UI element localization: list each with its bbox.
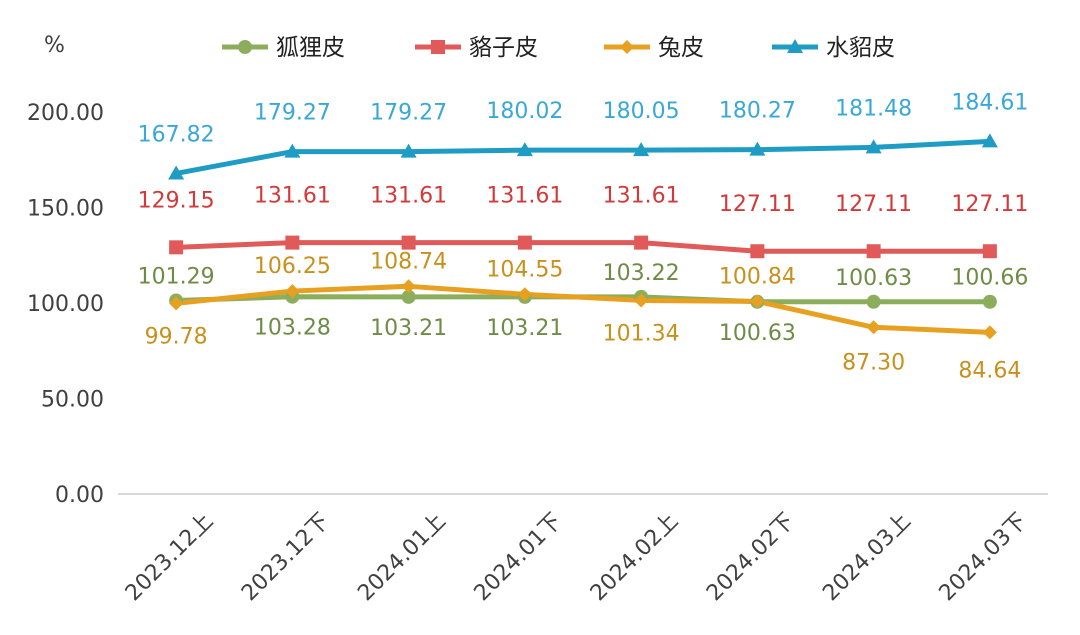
data-point: [516, 142, 533, 157]
x-tick-label: 2024.02上: [586, 509, 684, 607]
data-label: 103.22: [603, 261, 680, 286]
data-label: 108.74: [370, 249, 447, 274]
data-label: 101.29: [138, 265, 215, 290]
data-point: [401, 289, 416, 304]
data-label: 100.63: [835, 266, 912, 291]
data-point: [285, 284, 300, 299]
data-point: [866, 320, 881, 335]
legend-marker: [620, 40, 634, 54]
y-tick-label: 50.00: [41, 388, 104, 413]
series-line: [175, 138, 991, 176]
data-label: 129.15: [138, 188, 215, 213]
x-tick-label: 2024.01上: [353, 509, 451, 607]
y-tick-label: 100.00: [27, 292, 104, 317]
data-point: [634, 293, 649, 308]
data-label: 100.84: [719, 264, 796, 289]
series-line: [175, 283, 990, 335]
data-label: 103.21: [370, 316, 447, 341]
y-tick-label: 0.00: [55, 483, 104, 508]
data-point: [866, 244, 881, 259]
data-label: 131.61: [254, 184, 331, 209]
data-label: 104.55: [486, 257, 563, 282]
x-tick-label: 2024.02下: [702, 509, 800, 607]
x-tick-label: 2024.03下: [935, 509, 1033, 607]
y-tick-label: 150.00: [27, 197, 104, 222]
data-label: 180.27: [719, 99, 796, 124]
data-point: [982, 244, 997, 259]
data-label: 127.11: [951, 192, 1028, 217]
data-point: [634, 235, 649, 250]
data-label: 106.25: [254, 254, 331, 279]
data-point: [749, 141, 766, 156]
x-tick-label: 2023.12上: [121, 509, 219, 607]
data-label: 100.63: [719, 321, 796, 346]
data-point: [865, 139, 882, 154]
x-tick-label: 2023.12下: [237, 509, 335, 607]
data-point: [633, 142, 650, 157]
data-point: [168, 165, 185, 180]
data-point: [982, 294, 997, 309]
y-axis-unit-label: %: [44, 33, 65, 58]
data-label: 131.61: [486, 184, 563, 209]
legend-label: 貉子皮: [469, 35, 538, 61]
data-label: 184.61: [951, 90, 1028, 115]
data-point: [285, 235, 300, 250]
data-label: 103.28: [254, 316, 331, 341]
data-point: [750, 294, 765, 309]
data-label: 131.61: [370, 184, 447, 209]
data-label: 87.30: [842, 350, 905, 375]
x-tick-label: 2024.01下: [470, 509, 568, 607]
data-label: 103.21: [486, 316, 563, 341]
data-labels: 101.29 103.28 103.21 103.21 103.22 100.63 100.…: [138, 90, 1029, 383]
series-group: [168, 133, 998, 340]
data-point: [517, 287, 532, 302]
data-point: [982, 325, 997, 340]
data-label: 179.27: [254, 101, 331, 126]
data-point: [400, 143, 417, 158]
data-label: 100.66: [951, 266, 1028, 291]
data-point: [981, 133, 998, 148]
legend-label: 兔皮: [658, 35, 704, 61]
data-label: 127.11: [719, 192, 796, 217]
data-point: [517, 235, 532, 250]
legend-marker: [238, 40, 252, 54]
data-point: [866, 294, 881, 309]
series-line: [176, 240, 990, 254]
data-label: 167.82: [138, 122, 215, 147]
legend-label: 水貂皮: [826, 35, 895, 61]
legend-label: 狐狸皮: [276, 35, 345, 61]
data-label: 101.34: [603, 321, 680, 346]
legend-marker: [787, 39, 803, 53]
data-label: 181.48: [835, 96, 912, 121]
y-tick-label: 200.00: [27, 101, 104, 126]
data-point: [750, 244, 765, 259]
x-tick-label: 2024.03上: [818, 509, 916, 607]
data-label: 180.05: [603, 99, 680, 124]
data-label: 84.64: [958, 358, 1021, 383]
data-point: [401, 235, 416, 250]
data-point: [169, 296, 184, 311]
y-axis: 0.00 50.00 100.00 150.00 200.00: [27, 101, 104, 508]
legend-marker: [431, 40, 445, 54]
x-axis: 2023.12上 2023.12下 2024.01上 2024.01下 2024.02上…: [121, 509, 1032, 607]
data-point: [169, 240, 184, 255]
data-label: 99.78: [145, 324, 208, 349]
data-label: 127.11: [835, 192, 912, 217]
legend: 狐狸皮 貉子皮 兔皮 水貂皮: [222, 35, 895, 61]
data-label: 179.27: [370, 101, 447, 126]
data-point: [284, 143, 301, 158]
data-label: 180.02: [486, 99, 563, 124]
data-point: [401, 279, 416, 294]
data-label: 131.61: [603, 184, 680, 209]
